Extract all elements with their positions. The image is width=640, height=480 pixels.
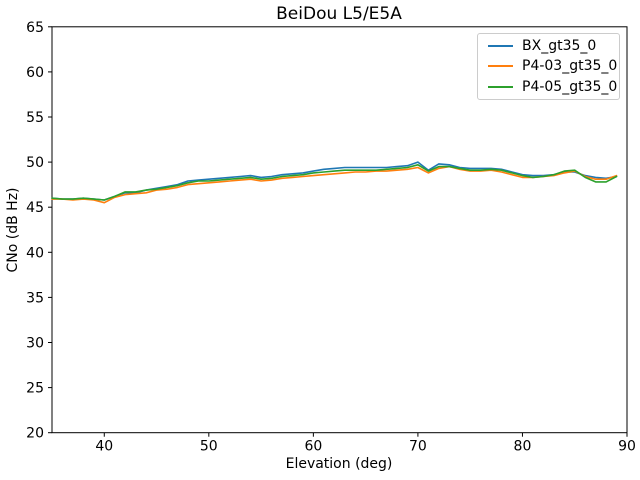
legend-line-swatch-orange (488, 65, 513, 68)
x-tick-label: 80 (514, 439, 532, 455)
x-axis-label: Elevation (deg) (286, 456, 393, 472)
y-axis-label: CNo (dB Hz) (5, 187, 21, 272)
chart-title: BeiDou L5/E5A (276, 4, 402, 24)
plot-area (51, 26, 628, 434)
y-tick-label: 35 (26, 290, 44, 306)
x-tick-label: 70 (409, 439, 427, 455)
x-tick-label: 60 (304, 439, 322, 455)
y-tick-label: 60 (26, 65, 44, 81)
legend: BX_gt35_0 P4-03_gt35_0 P4-05_gt35_0 (477, 33, 620, 100)
legend-line-swatch-green (488, 85, 513, 88)
data-series-lines (51, 161, 618, 204)
x-tick-label: 50 (200, 439, 218, 455)
legend-label: BX_gt35_0 (522, 38, 597, 55)
y-tick-label: 25 (26, 381, 44, 397)
legend-line-swatch-blue (488, 45, 513, 48)
y-tick-label: 30 (26, 336, 44, 352)
legend-item: P4-03_gt35_0 (478, 56, 619, 76)
x-axis-ticks: 40 50 60 70 80 90 (95, 432, 636, 455)
y-tick-label: 55 (26, 110, 44, 126)
x-tick-label: 90 (618, 439, 636, 455)
legend-item: BX_gt35_0 (478, 36, 619, 56)
y-tick-label: 45 (26, 200, 44, 216)
y-tick-label: 65 (26, 20, 44, 36)
y-tick-label: 20 (26, 426, 44, 442)
legend-item: P4-05_gt35_0 (478, 77, 619, 97)
y-axis-ticks: 20 25 30 35 40 45 50 55 60 65 (26, 20, 52, 442)
series-line-P4-05_gt35_0 (51, 164, 618, 201)
y-tick-label: 50 (26, 155, 44, 171)
y-tick-label: 40 (26, 245, 44, 261)
legend-label: P4-05_gt35_0 (522, 78, 618, 95)
legend-label: P4-03_gt35_0 (522, 58, 618, 75)
series-line-P4-03_gt35_0 (51, 165, 618, 204)
x-tick-label: 40 (95, 439, 113, 455)
